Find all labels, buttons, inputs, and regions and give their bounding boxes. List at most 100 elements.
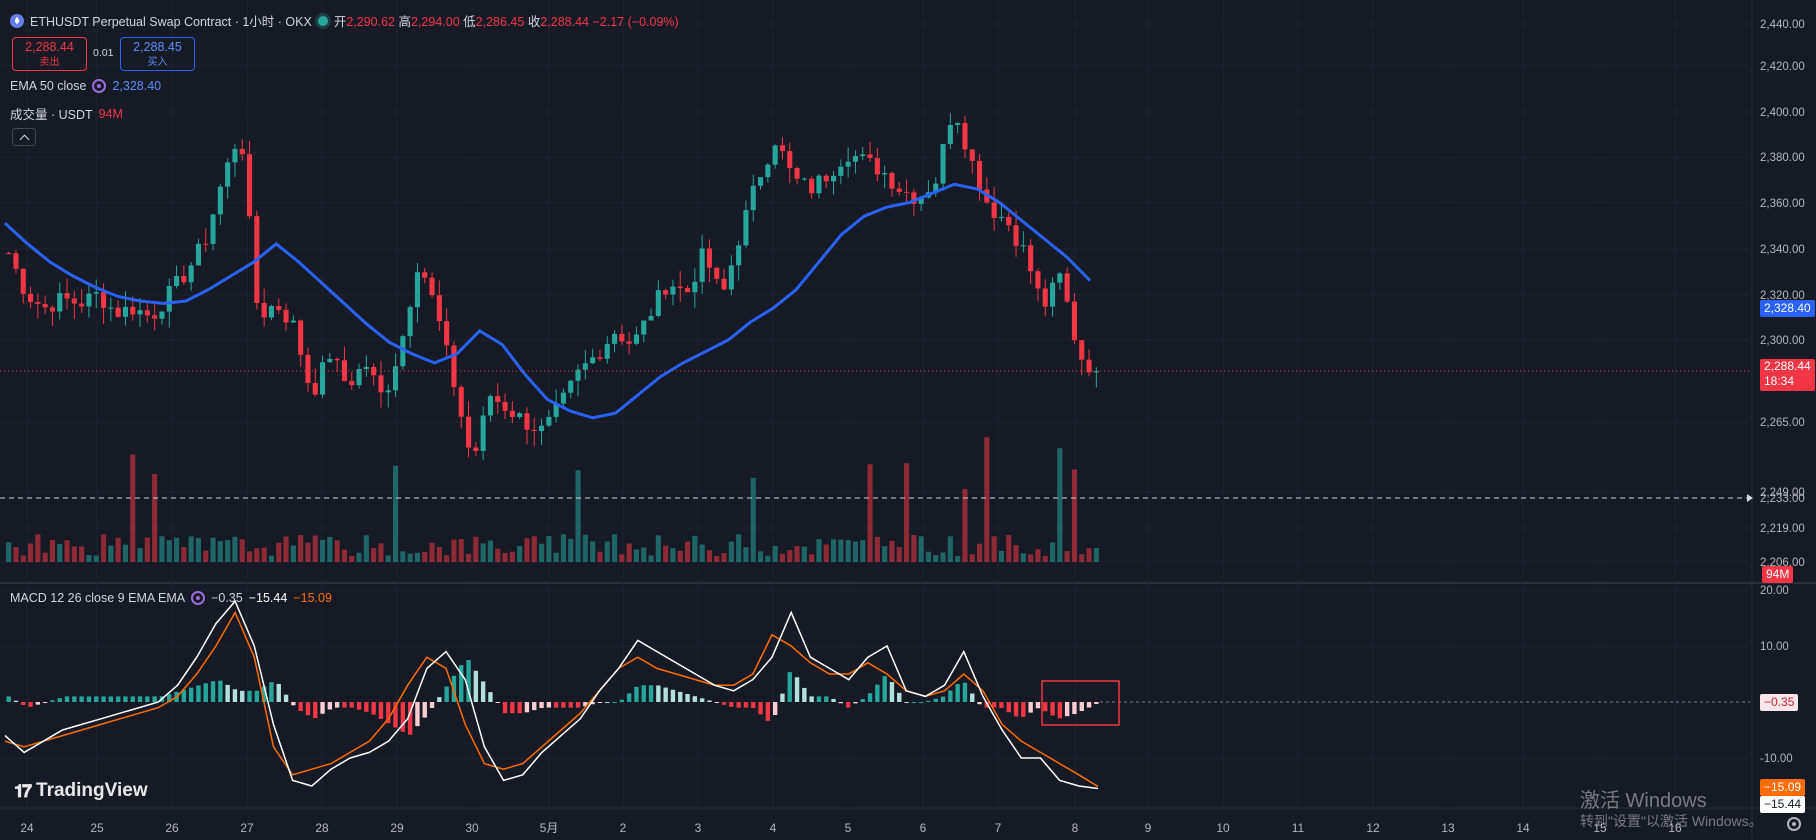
volume-bar — [736, 534, 742, 562]
symbol-title[interactable]: ETHUSDT Perpetual Swap Contract · 1小时 · … — [30, 15, 312, 29]
candle-body — [969, 149, 975, 161]
macd-hist-bar — [546, 702, 552, 708]
volume-bar — [414, 552, 421, 562]
volume-bar — [641, 547, 647, 562]
volume-bar — [714, 555, 720, 562]
macd-hist-bar — [181, 689, 187, 702]
volume-bar — [71, 546, 77, 562]
candle-body — [385, 390, 391, 393]
candle-body — [1006, 216, 1012, 226]
volume-bar — [122, 544, 129, 562]
ema-label: EMA 50 close — [10, 79, 87, 93]
candle-body — [947, 125, 953, 144]
macd-hist-bar — [955, 684, 960, 702]
macd-hist-bar — [970, 693, 975, 702]
macd-hist-bar — [115, 696, 121, 702]
volume-bar — [436, 546, 442, 562]
buy-price: 2,288.45 — [133, 40, 182, 54]
candle-body — [473, 447, 479, 451]
price-change: −2.17 (−0.09%) — [592, 15, 679, 29]
candle-body — [181, 276, 187, 283]
candle-body — [882, 172, 888, 175]
candle-body — [976, 160, 983, 190]
volume-bar — [1049, 542, 1056, 562]
volume-bar — [626, 543, 632, 562]
macd-hist-bar — [875, 684, 880, 702]
time-label: 4 — [770, 821, 777, 835]
tradingview-logo[interactable]: 𝟏𝟕 TradingView — [14, 780, 148, 802]
ema-legend[interactable]: EMA 50 close 2,328.40 — [10, 79, 161, 93]
volume-bar — [49, 539, 56, 562]
volume-bar — [334, 540, 340, 562]
macd-hist-bar — [64, 696, 70, 702]
settings-gear-icon[interactable] — [1787, 817, 1801, 831]
ema-value: 2,328.40 — [112, 79, 162, 93]
collapse-legend-button[interactable] — [12, 128, 36, 146]
macd-legend[interactable]: MACD 12 26 close 9 EMA EMA −0.35 −15.44 … — [10, 591, 332, 605]
volume-label: 成交量 · USDT — [10, 108, 93, 122]
candle-body — [49, 307, 56, 312]
volume-bar — [13, 547, 19, 562]
candle-body — [670, 286, 676, 295]
volume-bar — [1028, 554, 1034, 562]
candle-body — [706, 248, 713, 268]
candle-body — [560, 392, 567, 404]
time-label: 24 — [20, 821, 34, 835]
volume-bar — [458, 539, 464, 562]
volume-legend[interactable]: 成交量 · USDT 94M — [10, 104, 123, 123]
candle-body — [757, 177, 764, 186]
candle-body — [531, 429, 537, 432]
candle-body — [1071, 301, 1078, 341]
candle-body — [480, 415, 486, 451]
macd-source-icon[interactable] — [191, 591, 206, 605]
macd-hist-bar — [327, 702, 333, 710]
price-axis-label: 2,320.00 — [1760, 290, 1805, 302]
volume-bar — [962, 488, 968, 562]
macd-hist-bar — [1086, 702, 1092, 708]
macd-axis-label: 10.00 — [1760, 641, 1789, 653]
buy-button[interactable]: 2,288.45 买入 — [120, 37, 195, 71]
volume-bar — [93, 555, 99, 562]
macd-hist-bar — [714, 702, 719, 703]
macd-hist-bar — [605, 702, 610, 703]
macd-hist-bar — [1079, 702, 1084, 712]
macd-hist-bar — [57, 698, 62, 702]
sell-button[interactable]: 2,288.44 卖出 — [12, 37, 87, 71]
volume-bar — [940, 552, 946, 562]
candle-body — [232, 148, 238, 163]
macd-hist-bar — [517, 702, 522, 714]
candle-body — [1020, 245, 1026, 247]
candle-body — [407, 307, 413, 337]
volume-bar — [991, 536, 997, 562]
symbol-legend[interactable]: ETHUSDT Perpetual Swap Contract · 1小时 · … — [10, 11, 679, 30]
candle-body — [633, 334, 640, 344]
data-source-icon[interactable] — [92, 79, 107, 93]
candle-body — [276, 306, 282, 310]
macd-hist-bar — [685, 694, 690, 702]
candle-body — [71, 298, 77, 304]
macd-hist-bar — [108, 696, 114, 702]
candle-body — [787, 151, 793, 169]
candle-body — [1079, 340, 1085, 360]
candle-body — [195, 243, 202, 266]
candle-body — [465, 416, 472, 448]
candle-countdown: 18:34 — [1764, 374, 1795, 388]
volume-bar — [1042, 555, 1048, 562]
volume-bar — [188, 536, 194, 562]
volume-bar — [465, 553, 472, 562]
macd-hist-bar — [145, 696, 150, 702]
price-axis-label: 2,360.00 — [1760, 198, 1805, 210]
candle-body — [444, 321, 450, 346]
candle-body — [100, 292, 107, 308]
time-label: 6 — [920, 821, 927, 835]
volume-bar — [173, 537, 180, 562]
macd-hist-bar — [502, 702, 508, 714]
candle-body — [619, 333, 625, 342]
price-axis-label: 2,300.00 — [1760, 335, 1805, 347]
macd-hist-bar — [422, 702, 427, 718]
time-label: 8 — [1072, 821, 1079, 835]
volume-bar — [721, 553, 727, 562]
candle-body — [122, 306, 129, 317]
volume-bar — [254, 548, 260, 562]
